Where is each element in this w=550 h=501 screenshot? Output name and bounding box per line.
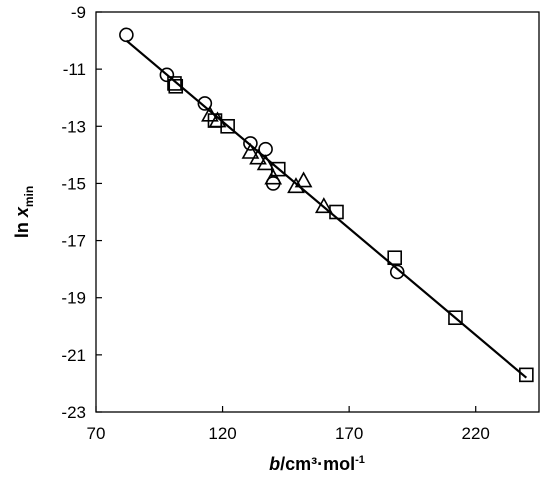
triangle-point — [241, 142, 260, 159]
triangle-point — [287, 177, 305, 194]
plot-frame — [95, 11, 540, 413]
triangle-point — [314, 197, 333, 214]
square-point — [387, 250, 403, 266]
square-point — [448, 310, 463, 326]
circle-point — [243, 136, 258, 151]
triangle-point — [249, 148, 267, 165]
y-axis-ticks: -9 -11 -13 -15 -17 -19 -21 -23 — [61, 3, 102, 422]
y-tick-label: -15 — [61, 174, 86, 193]
x-tick-label: 220 — [462, 424, 490, 443]
y-tick-label: -13 — [61, 117, 86, 136]
fit-line — [125, 39, 528, 379]
triangle-point — [201, 105, 219, 122]
x-tick-label: 170 — [335, 424, 363, 443]
y-tick-label: -11 — [63, 60, 86, 79]
x-tick-label: 120 — [208, 424, 236, 443]
square-point — [519, 367, 534, 383]
circle-point — [119, 27, 134, 43]
x-axis-title: b/cm³·mol-1 — [269, 454, 365, 474]
square-point — [168, 78, 184, 94]
triangle-point — [208, 111, 227, 128]
data-points — [119, 27, 534, 383]
x-tick-label: 70 — [87, 424, 106, 443]
circle-point — [389, 264, 405, 280]
y-tick-label: -23 — [61, 403, 86, 422]
triangle-point — [294, 171, 313, 188]
y-tick-label: -21 — [61, 346, 86, 365]
circle-point — [258, 141, 273, 157]
fit-line-group — [125, 39, 528, 379]
triangle-point — [256, 154, 275, 171]
x-axis-ticks: 70 120 170 220 — [87, 406, 490, 443]
y-axis-title: ln xmin — [12, 186, 36, 238]
triangle-point — [264, 168, 283, 185]
y-tick-label: -17 — [61, 232, 86, 251]
circle-point — [197, 96, 213, 111]
y-tick-label: -19 — [61, 289, 86, 308]
square-point — [167, 76, 182, 91]
circle-point — [159, 67, 175, 83]
y-tick-label: -9 — [71, 3, 86, 22]
